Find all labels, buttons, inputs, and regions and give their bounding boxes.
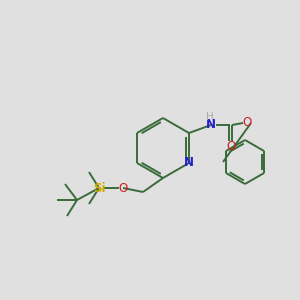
Text: O: O (242, 116, 252, 130)
Text: Si: Si (93, 182, 105, 194)
Text: H: H (206, 112, 214, 122)
Text: O: O (118, 182, 127, 194)
Text: N: N (184, 157, 194, 169)
Text: N: N (206, 118, 216, 131)
Text: O: O (226, 140, 236, 154)
